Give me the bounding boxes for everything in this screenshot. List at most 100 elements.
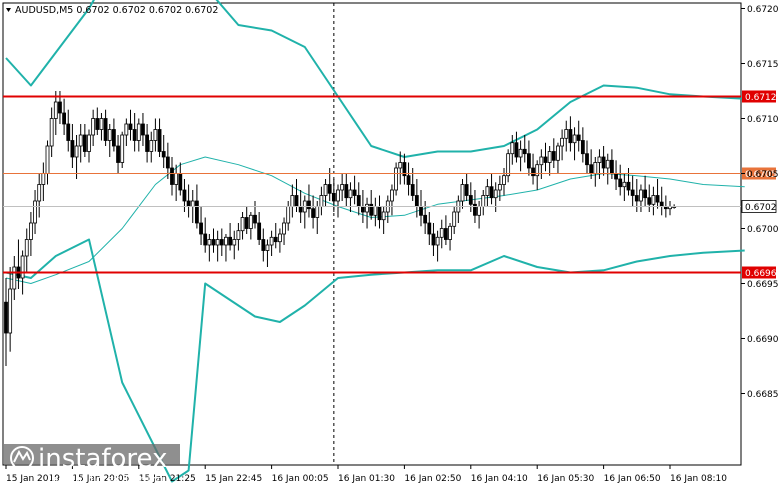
candle-body <box>340 184 345 191</box>
horizontal-levels: 0.6712 0.6705 0.6696 0.6702 <box>3 90 777 279</box>
candle <box>547 146 552 176</box>
y-tick-label: 0.6705 <box>747 170 779 180</box>
candle-body <box>331 192 336 202</box>
candle-body <box>597 156 602 163</box>
candle-body <box>352 189 357 196</box>
candle <box>390 184 394 216</box>
candle-body <box>527 153 531 169</box>
candle-body <box>203 233 208 246</box>
candle-body <box>560 137 564 147</box>
candle-body <box>8 288 13 334</box>
candle <box>91 109 96 146</box>
candle-body <box>427 222 432 235</box>
candle <box>269 230 274 256</box>
candle <box>70 124 75 168</box>
y-tick-label: 0.6720 <box>747 5 779 15</box>
candle <box>215 230 220 262</box>
candle-body <box>572 134 577 144</box>
candle <box>394 162 399 196</box>
candle-body <box>165 156 170 169</box>
candle-body <box>414 195 419 207</box>
candle-body <box>232 239 237 246</box>
candle <box>348 182 353 212</box>
candle <box>99 113 104 141</box>
candle <box>639 184 643 212</box>
candle <box>261 228 266 262</box>
candle-body <box>369 203 374 216</box>
candle <box>153 118 158 152</box>
candle-body <box>547 151 552 163</box>
current-price-badge <box>741 200 777 213</box>
candle-body <box>149 140 154 152</box>
candle <box>199 206 203 245</box>
candle-body <box>315 206 320 218</box>
candle <box>82 124 87 157</box>
candle-body <box>377 206 382 221</box>
candle-body <box>659 201 664 207</box>
candle <box>514 131 519 163</box>
candle-body <box>215 239 220 246</box>
candle-body <box>381 211 386 221</box>
logo-backdrop <box>4 444 180 465</box>
candle-body <box>373 206 378 216</box>
x-tick-label: 15 Jan 20:05 <box>72 474 129 484</box>
candle-body <box>639 189 643 202</box>
candle-body <box>311 208 316 218</box>
plot-frame <box>2 2 742 466</box>
candle <box>128 109 133 141</box>
candle <box>518 140 523 172</box>
candle-body <box>273 236 278 243</box>
candle <box>282 217 286 245</box>
candle-body <box>53 101 58 119</box>
candle <box>643 175 647 207</box>
candle <box>95 107 100 135</box>
candle <box>468 182 473 212</box>
candle <box>381 206 386 234</box>
candle-body <box>518 148 523 158</box>
candle-body <box>514 142 519 158</box>
chart-title-text: AUDUSD,M5 0.6702 0.6702 0.6702 0.6702 <box>15 5 218 16</box>
candle <box>605 153 610 185</box>
candle <box>398 151 403 185</box>
bollinger-upper-band <box>5 0 745 158</box>
candle <box>244 206 249 234</box>
current-price-label: 0.6702 <box>745 203 777 213</box>
candle-body <box>78 134 83 147</box>
candle <box>240 212 245 240</box>
candle-body <box>103 118 108 141</box>
candle <box>601 146 606 176</box>
candle-body <box>406 175 411 185</box>
candle-body <box>190 200 195 207</box>
candle-body <box>477 206 482 216</box>
logo-name: instaforex <box>38 444 167 474</box>
candle-body <box>128 123 133 130</box>
candle-body <box>66 123 71 141</box>
candle-body <box>112 129 116 147</box>
candle-body <box>634 195 639 202</box>
candle <box>522 135 527 163</box>
candle-body <box>286 206 291 224</box>
candle <box>103 109 108 146</box>
candle-body <box>323 184 328 196</box>
candle-body <box>356 195 361 207</box>
x-tick-label: 15 Jan 21:25 <box>139 474 196 484</box>
candle-body <box>398 162 403 169</box>
candle <box>539 149 544 179</box>
candle-body <box>452 211 457 227</box>
candle-body <box>626 181 631 191</box>
y-tick-label: 0.6685 <box>747 390 779 400</box>
candle-body <box>394 167 399 191</box>
candle-body <box>24 239 29 257</box>
dropdown-triangle-icon[interactable] <box>6 8 11 12</box>
candle-body <box>551 151 556 161</box>
candle <box>257 212 262 245</box>
candle-body <box>294 195 299 207</box>
candle-body <box>207 239 212 246</box>
candle-body <box>91 118 96 136</box>
candle-body <box>497 184 502 191</box>
candle-body <box>522 148 527 155</box>
candle <box>622 173 627 201</box>
candle <box>630 175 635 207</box>
candle <box>124 118 129 146</box>
